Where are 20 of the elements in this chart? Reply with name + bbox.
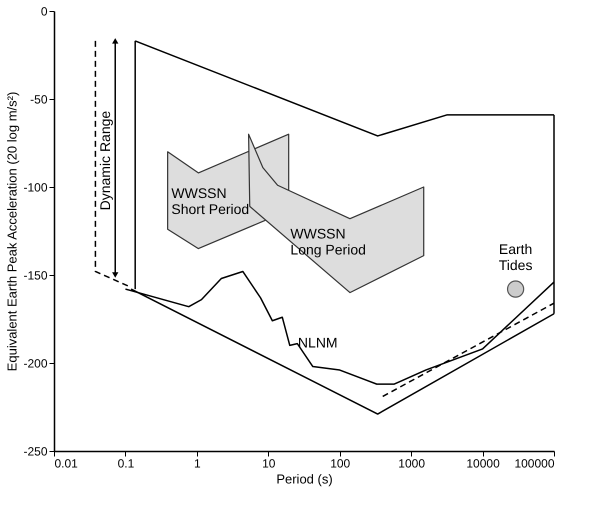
x-tick-label: 1 <box>194 456 202 470</box>
x-tick-label: 100 <box>330 456 351 470</box>
x-axis-title: Period (s) <box>276 472 333 486</box>
y-tick-label: -200 <box>23 356 48 370</box>
y-tick-label: -250 <box>23 444 48 458</box>
x-tick-label: 0.1 <box>118 456 135 470</box>
y-axis-title: Equivalent Earth Peak Acceleration (20 log m/s²) <box>4 92 20 372</box>
y-tick-label: -100 <box>23 180 48 194</box>
annotation: Earth Tides <box>498 241 532 274</box>
annotation: NLNM <box>298 334 338 351</box>
x-tick-label: 10 <box>262 456 276 470</box>
annotation: Dynamic Range <box>97 110 114 210</box>
x-tick-label: 100000 <box>514 456 555 470</box>
x-tick-label: 1000 <box>398 456 426 470</box>
y-tick-label: -150 <box>23 268 48 282</box>
x-tick-label: 10000 <box>466 456 500 470</box>
y-tick-label: -50 <box>30 92 48 106</box>
y-tick-label: 0 <box>40 4 48 18</box>
x-tick-label: 0.01 <box>54 456 78 470</box>
annotation: WWSSN Short Period <box>171 185 250 218</box>
